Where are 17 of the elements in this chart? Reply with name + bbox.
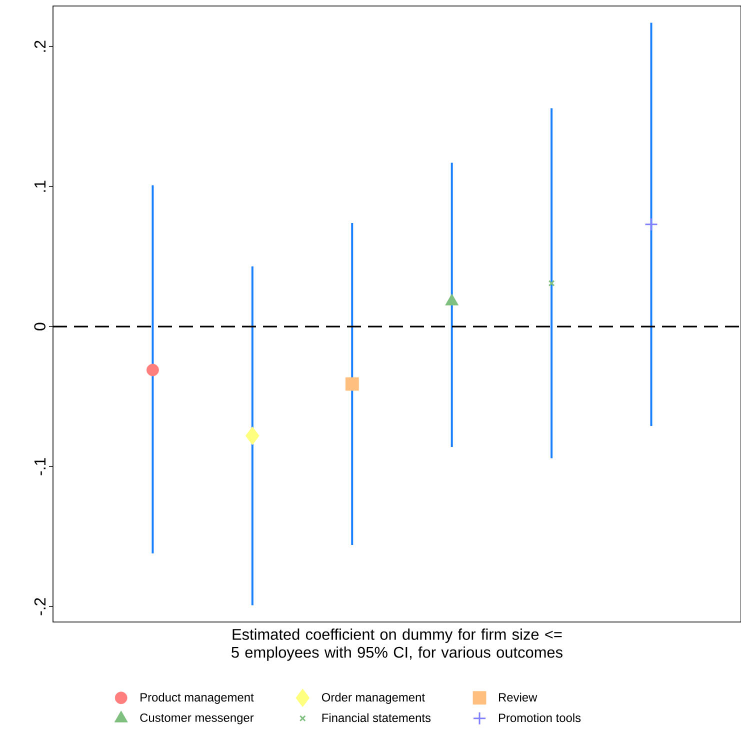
point: [146, 364, 159, 376]
legend-label: Order management: [322, 692, 425, 704]
point: [245, 426, 260, 445]
y-tick-label: -.2: [34, 598, 46, 616]
point: [644, 218, 658, 232]
legend-label: Review: [498, 692, 538, 702]
point: [345, 377, 359, 391]
legend-label: Customer messenger: [140, 713, 254, 724]
y-tick-label: 0: [34, 322, 46, 330]
legend-label: Promotion tools: [498, 713, 581, 722]
y-tick-label: .1: [34, 180, 46, 192]
y-tick-label: .2: [34, 40, 46, 52]
legend-label: Financial statements: [322, 713, 431, 722]
legend-label: Product management: [140, 692, 254, 704]
x-axis-title: Estimated coefficient on dummy for firm size <= 5 employees with 95% CI, for various outcomes: [232, 628, 562, 661]
point: [548, 280, 555, 286]
y-tick-label: -.1: [34, 458, 46, 476]
